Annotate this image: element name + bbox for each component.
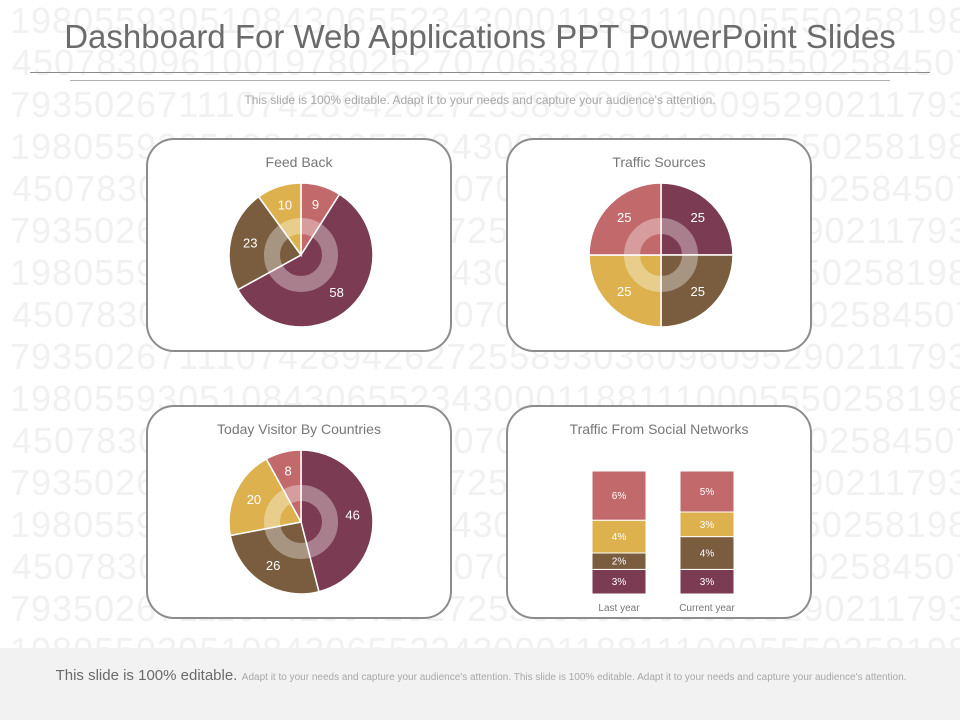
social-networks-card: 3% 2% 4% 6% Last year 3% 4% 3% 5% Current year Tr… <box>506 405 812 619</box>
donut-slice-label: 46 <box>345 507 359 522</box>
social-networks-card-title: Traffic From Social Networks <box>569 421 749 437</box>
traffic-sources-card: 25 25 25 25 Traffic Sources <box>506 138 812 352</box>
footer-main-text: This slide is 100% editable. <box>55 667 238 684</box>
traffic-sources-donut-chart: 25 25 25 25 <box>588 182 734 328</box>
visitor-countries-card: 46 26 20 8 Today Visitor By Countries <box>146 405 452 619</box>
stacked-bar-segment <box>591 470 647 521</box>
donut-slice <box>588 182 662 256</box>
traffic-sources-card-title: Traffic Sources <box>612 154 706 170</box>
donut-slice <box>228 195 303 291</box>
stacked-bar-label: 6% <box>612 491 627 502</box>
donut-slice-label: 25 <box>617 210 631 225</box>
social-networks-stacked-bar-chart: 3% 2% 4% 6% Last year 3% 4% 3% 5% Current year <box>591 470 735 614</box>
stacked-bar-label: 3% <box>700 520 715 531</box>
footer-detail-text: Adapt it to your needs and capture your … <box>241 672 907 683</box>
feedback-card-title: Feed Back <box>265 154 333 170</box>
background-number-row: 1980559305108430655234300011881110005550… <box>10 630 960 650</box>
donut-slice <box>229 521 320 595</box>
visitor-countries-donut-chart: 46 26 20 8 <box>228 449 374 595</box>
donut-slice-label: 20 <box>247 492 261 507</box>
stacked-bar-segment <box>591 568 647 595</box>
donut-slice <box>228 457 303 537</box>
donut-slice <box>236 193 374 328</box>
visitor-countries-card-title: Today Visitor By Countries <box>217 421 381 437</box>
donut-inner-ring <box>264 485 338 559</box>
feedback-donut-chart: 9 58 23 10 <box>228 182 374 328</box>
donut-slice-label: 8 <box>284 464 291 479</box>
donut-inner-ring <box>624 218 698 292</box>
stacked-bar-segment <box>679 470 735 513</box>
stacked-bar-label: 2% <box>612 557 627 568</box>
footer-text: This slide is 100% editable. Adapt it to… <box>36 668 926 685</box>
donut-slice <box>660 182 734 256</box>
stacked-bar-label: 4% <box>700 549 715 560</box>
donut-slice-label: 25 <box>691 210 705 225</box>
feedback-card: 9 58 23 10 Feed Back <box>146 138 452 352</box>
background-number-row: 1980559305108430655234300011881110005550… <box>10 0 960 41</box>
donut-slice <box>257 182 302 258</box>
stacked-bar-label: 4% <box>612 532 627 543</box>
stacked-bar-category-label: Current year <box>679 603 735 614</box>
stacked-bar-label: 3% <box>700 577 715 588</box>
stacked-bar-segment <box>679 511 735 538</box>
footer-band: This slide is 100% editable. Adapt it to… <box>0 648 960 720</box>
donut-slice <box>660 254 734 328</box>
donut-slice-label: 10 <box>278 198 292 213</box>
stacked-bar-segment <box>591 519 647 554</box>
donut-slice-label: 23 <box>243 236 257 251</box>
page-title: Dashboard For Web Applications PPT Power… <box>64 18 896 55</box>
background-number-row: 4507830961001978026270706387011010055502… <box>12 42 960 83</box>
background-number-row: 7935026711107428942627255893036096095290… <box>10 84 960 125</box>
stacked-bar-label: 3% <box>612 577 627 588</box>
donut-slice-label: 25 <box>691 284 705 299</box>
donut-slice <box>265 449 302 523</box>
donut-slice-label: 9 <box>312 197 319 212</box>
donut-slice <box>588 254 662 328</box>
page-subtitle: This slide is 100% editable. Adapt it to… <box>244 93 716 107</box>
donut-slice-label: 26 <box>266 558 280 573</box>
donut-inner-ring <box>264 218 338 292</box>
donut-slice <box>300 449 374 593</box>
donut-slice-label: 58 <box>329 285 343 300</box>
donut-slice-label: 25 <box>617 284 631 299</box>
title-divider-bottom <box>70 80 890 81</box>
title-divider-top <box>30 72 930 73</box>
stacked-bar-category-label: Last year <box>598 603 640 614</box>
stacked-bar-label: 5% <box>700 487 715 498</box>
stacked-bar-segment <box>679 568 735 595</box>
